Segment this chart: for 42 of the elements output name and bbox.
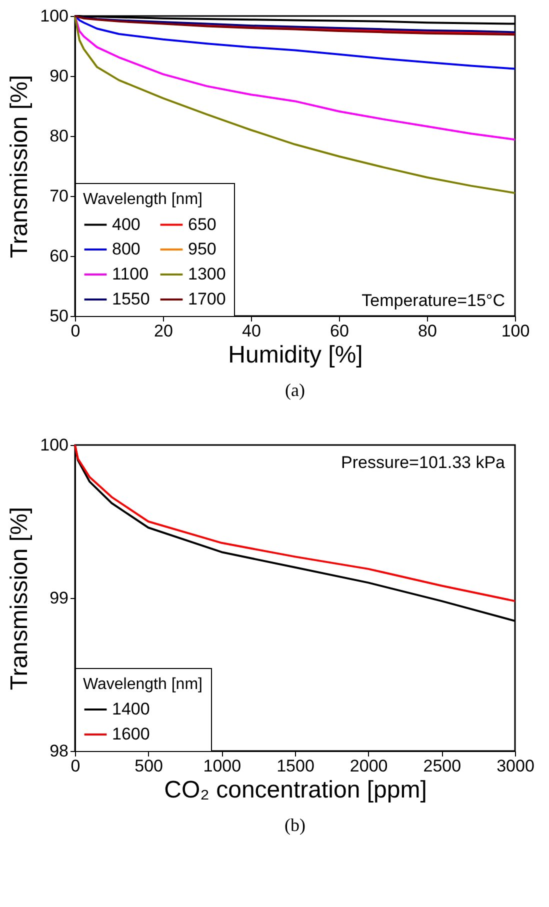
y-tick-label: 80 — [50, 126, 68, 146]
legend-label: 1550 — [112, 290, 150, 308]
legend-label: 1600 — [112, 724, 150, 744]
y-tick-label: 50 — [50, 306, 68, 326]
x-tick-label: 0 — [70, 322, 80, 340]
y-axis-title: Transmission [%] — [6, 74, 34, 258]
legend-label: 650 — [188, 214, 216, 234]
x-tick-label: 0 — [70, 756, 80, 776]
legend-label: 800 — [112, 240, 140, 258]
x-tick-label: 1000 — [203, 756, 242, 776]
x-tick-label: 40 — [242, 322, 261, 340]
y-tick-label: 98 — [50, 742, 68, 760]
annotation: Pressure=101.33 kPa — [341, 453, 506, 472]
legend-title: Wavelength [nm] — [83, 191, 202, 208]
x-tick-label: 500 — [134, 756, 164, 776]
text: (b) — [284, 815, 306, 835]
x-tick-label: 80 — [418, 322, 437, 340]
legend-label: 1100 — [112, 264, 149, 284]
y-tick-label: 60 — [50, 246, 68, 266]
legend-label: 400 — [112, 214, 140, 234]
y-axis-title: Transmission [%] — [6, 506, 34, 690]
legend-title: Wavelength [nm] — [83, 676, 202, 693]
x-tick-label: 1500 — [276, 756, 314, 776]
x-tick-label: 20 — [154, 322, 173, 340]
legend-label: 1700 — [188, 290, 226, 308]
y-tick-label: 70 — [50, 186, 68, 206]
legend-label: 1400 — [112, 700, 150, 718]
x-tick-label: 2500 — [423, 756, 462, 776]
x-axis-title: Humidity [%] — [228, 342, 363, 368]
legend-label: 950 — [188, 240, 216, 258]
y-tick-label: 99 — [50, 588, 68, 608]
text: (a) — [285, 380, 305, 400]
y-tick-label: 90 — [50, 66, 68, 86]
x-axis-title: CO₂ concentration [ppm] — [164, 776, 427, 804]
annotation: Temperature=15°C — [362, 291, 505, 310]
x-tick-label: 100 — [501, 322, 530, 340]
y-tick-label: 100 — [40, 6, 68, 26]
y-tick-label: 100 — [40, 436, 68, 454]
x-tick-label: 3000 — [496, 756, 534, 776]
x-tick-label: 2000 — [350, 756, 388, 776]
x-tick-label: 60 — [330, 322, 349, 340]
legend-label: 1300 — [188, 264, 226, 284]
